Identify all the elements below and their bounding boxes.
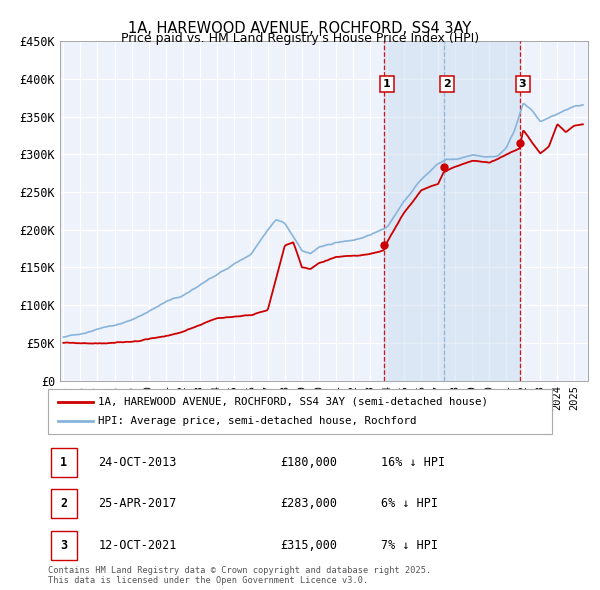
Text: 6% ↓ HPI: 6% ↓ HPI bbox=[380, 497, 437, 510]
Text: £283,000: £283,000 bbox=[280, 497, 337, 510]
FancyBboxPatch shape bbox=[48, 389, 552, 434]
Text: £180,000: £180,000 bbox=[280, 456, 337, 469]
Text: 1A, HAREWOOD AVENUE, ROCHFORD, SS4 3AY: 1A, HAREWOOD AVENUE, ROCHFORD, SS4 3AY bbox=[128, 21, 472, 35]
Text: £315,000: £315,000 bbox=[280, 539, 337, 552]
Bar bbox=[384, 41, 443, 381]
FancyBboxPatch shape bbox=[50, 448, 77, 477]
Text: 3: 3 bbox=[60, 539, 67, 552]
Text: 24-OCT-2013: 24-OCT-2013 bbox=[98, 456, 177, 469]
Text: Price paid vs. HM Land Registry's House Price Index (HPI): Price paid vs. HM Land Registry's House … bbox=[121, 32, 479, 45]
FancyBboxPatch shape bbox=[50, 489, 77, 519]
Text: 25-APR-2017: 25-APR-2017 bbox=[98, 497, 177, 510]
Text: 16% ↓ HPI: 16% ↓ HPI bbox=[380, 456, 445, 469]
FancyBboxPatch shape bbox=[50, 530, 77, 560]
Bar bbox=[443, 41, 520, 381]
Text: 1: 1 bbox=[60, 456, 67, 469]
Text: HPI: Average price, semi-detached house, Rochford: HPI: Average price, semi-detached house,… bbox=[98, 417, 417, 426]
Text: 1A, HAREWOOD AVENUE, ROCHFORD, SS4 3AY (semi-detached house): 1A, HAREWOOD AVENUE, ROCHFORD, SS4 3AY (… bbox=[98, 397, 488, 407]
Text: Contains HM Land Registry data © Crown copyright and database right 2025.
This d: Contains HM Land Registry data © Crown c… bbox=[48, 566, 431, 585]
Text: 7% ↓ HPI: 7% ↓ HPI bbox=[380, 539, 437, 552]
Text: 3: 3 bbox=[519, 78, 526, 88]
Text: 12-OCT-2021: 12-OCT-2021 bbox=[98, 539, 177, 552]
Text: 2: 2 bbox=[443, 78, 451, 88]
Text: 1: 1 bbox=[383, 78, 391, 88]
Text: 2: 2 bbox=[60, 497, 67, 510]
